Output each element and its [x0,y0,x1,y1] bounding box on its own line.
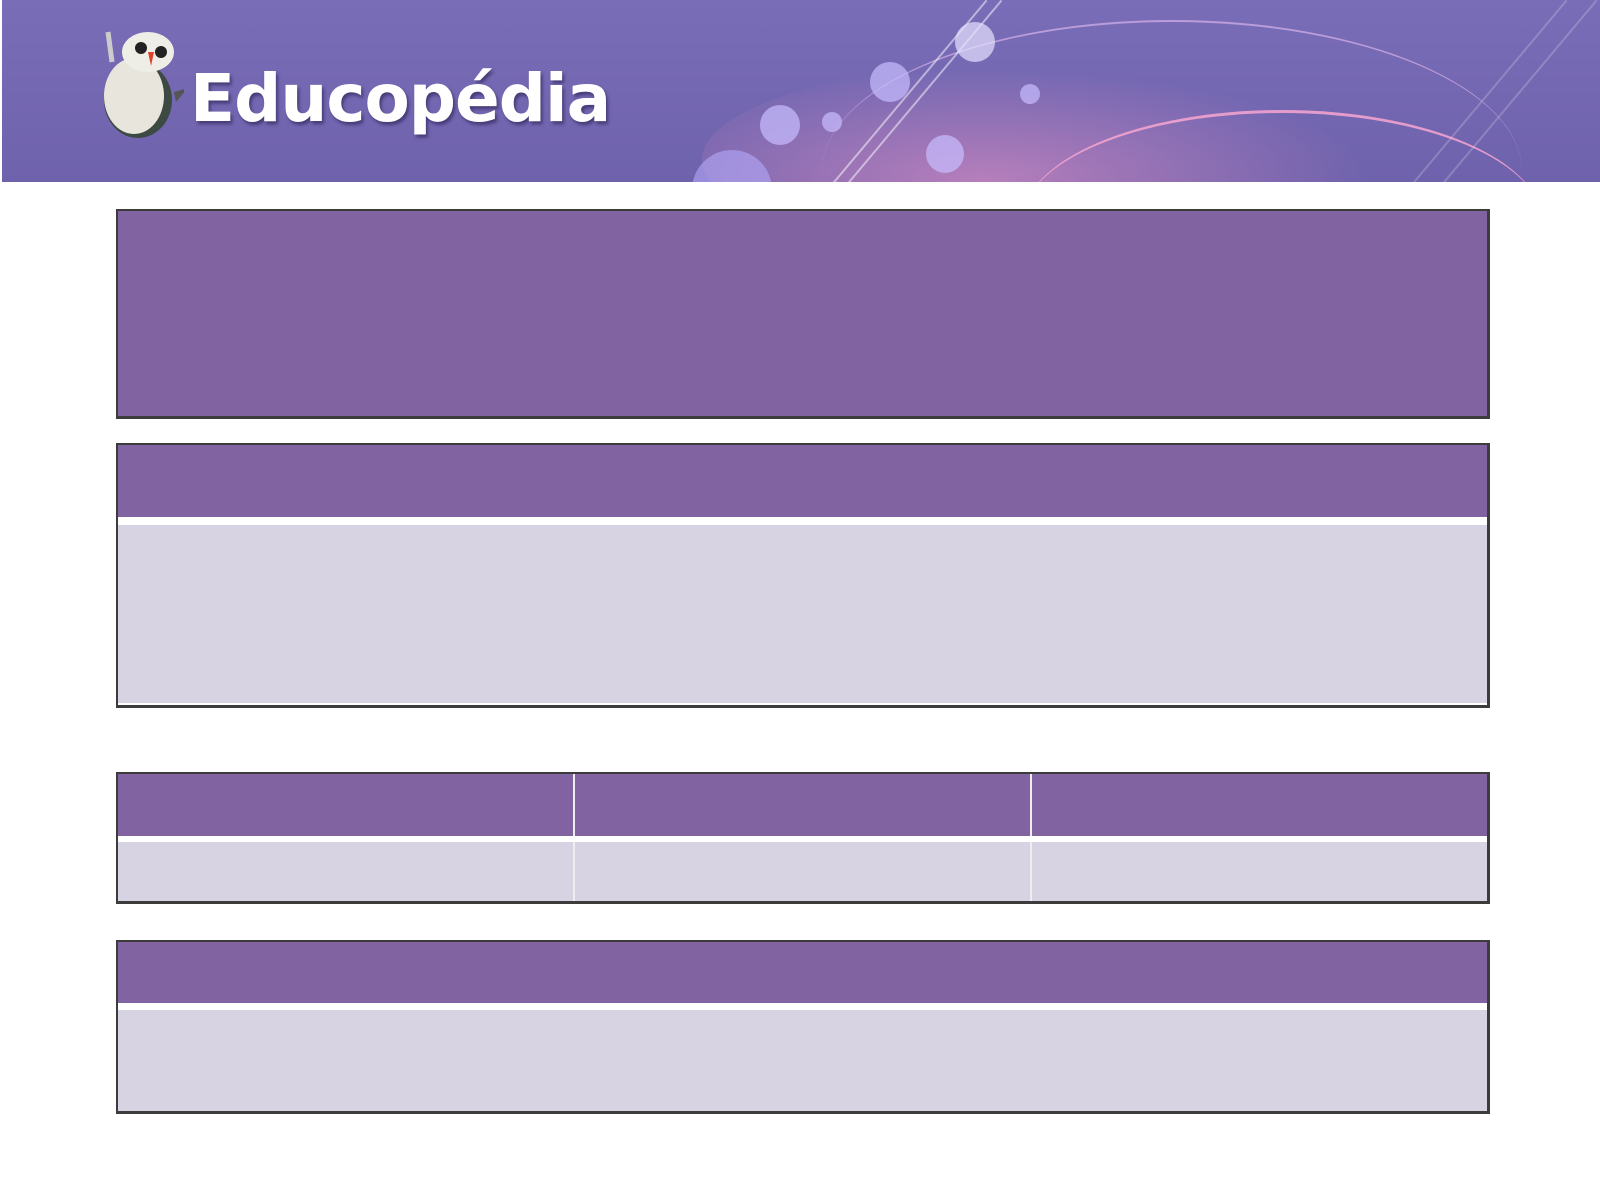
divider [118,1003,1487,1010]
content-box [116,443,1490,708]
footer-box-body [118,1010,1487,1111]
table-header-row [118,774,1487,836]
penguin-mascot-icon [104,31,184,138]
banner-bubble [955,22,995,62]
banner-bubble [1020,84,1040,104]
footer-box [116,940,1490,1114]
banner-bubble [926,135,964,173]
title-box [116,209,1490,419]
content-box-header [118,445,1487,517]
logo-text: Educopédia [190,60,611,137]
table-header-cell [1032,774,1487,836]
table-header-cell [118,774,575,836]
table-cell [575,842,1032,901]
header-banner: Educopédia [2,0,1600,182]
table-row [118,842,1487,901]
banner-bubble [822,112,842,132]
banner-arc [1022,110,1542,182]
divider [118,517,1487,525]
divider [118,836,1487,842]
footer-box-header [118,942,1487,1003]
content-box-body [118,525,1487,703]
banner-bubble [760,105,800,145]
table-cell [118,842,575,901]
table-cell [1032,842,1487,901]
banner-arc [822,20,1522,182]
table [116,772,1490,904]
banner-bubble [870,62,910,102]
table-header-cell [575,774,1032,836]
